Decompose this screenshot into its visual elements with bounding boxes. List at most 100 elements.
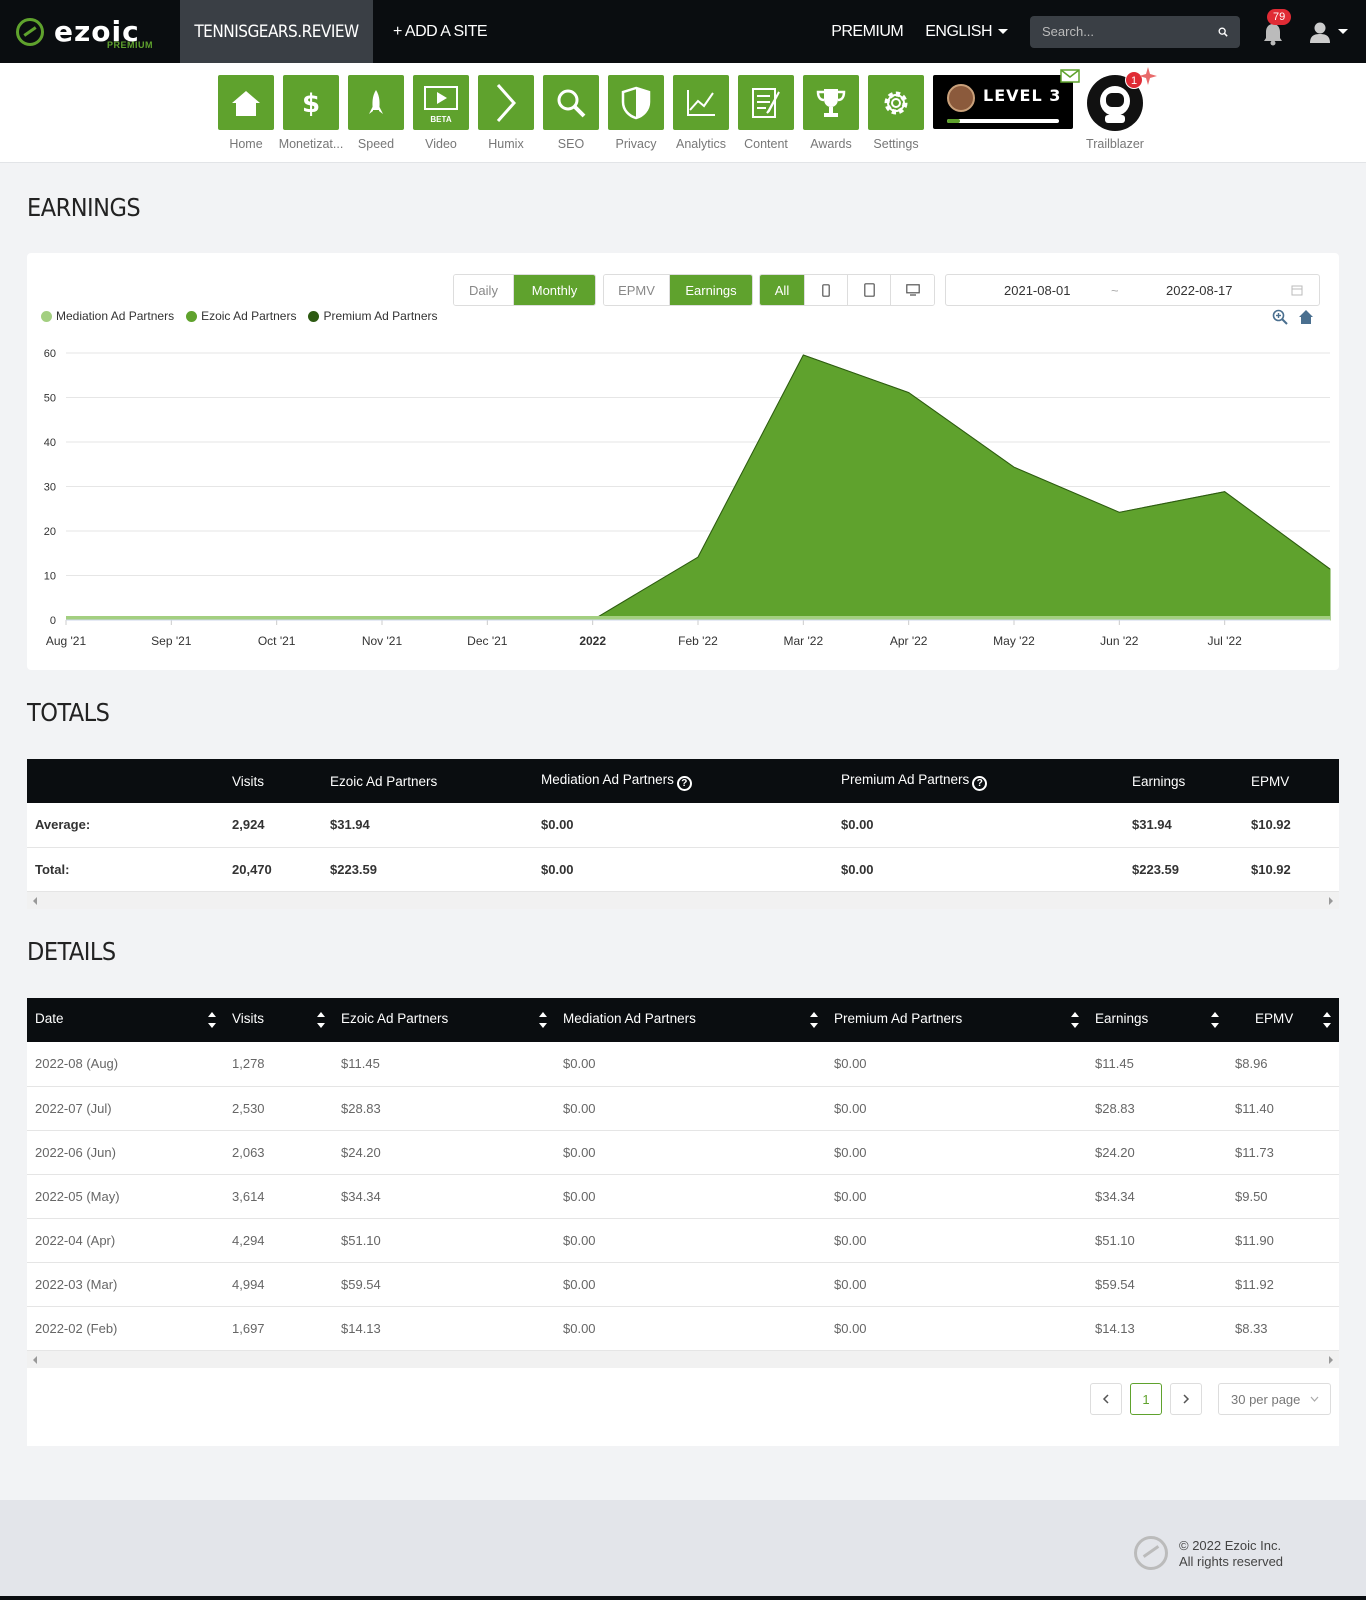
mail-icon[interactable] <box>1060 69 1080 83</box>
nav-humix[interactable]: Humix <box>478 75 534 151</box>
help-icon[interactable]: ? <box>676 775 692 791</box>
table-cell: $11.45 <box>1087 1042 1227 1087</box>
help-icon[interactable]: ? <box>972 775 988 791</box>
nav-video[interactable]: BETA Video <box>413 75 469 151</box>
sparkle-icon <box>1139 67 1157 85</box>
table-row: Average: 2,924 $31.94 $0.00 $0.00 $31.94… <box>27 803 1339 848</box>
device-all-button[interactable]: All <box>760 275 805 305</box>
sort-icon[interactable] <box>1211 1011 1219 1029</box>
horizontal-scrollbar[interactable] <box>27 891 1339 909</box>
table-cell: $0.00 <box>555 1130 826 1175</box>
x-tick-label: Oct '21 <box>258 634 296 648</box>
sort-icon[interactable] <box>539 1011 547 1029</box>
daily-button[interactable]: Daily <box>454 275 514 305</box>
column-header-ezoic[interactable]: Ezoic Ad Partners <box>333 998 555 1042</box>
nav-monetization[interactable]: $ Monetizat... <box>279 75 343 151</box>
table-cell: 2022-02 (Feb) <box>27 1306 224 1351</box>
table-cell: 2022-07 (Jul) <box>27 1086 224 1131</box>
sort-icon[interactable] <box>1323 1011 1331 1029</box>
search-input[interactable] <box>1042 24 1218 39</box>
nav-label: Speed <box>357 137 395 151</box>
epmv-button[interactable]: EPMV <box>604 275 670 305</box>
nav-privacy[interactable]: Privacy <box>608 75 664 151</box>
sort-icon[interactable] <box>317 1011 325 1029</box>
legend-item-premium[interactable]: Premium Ad Partners <box>308 309 438 323</box>
legend-item-mediation[interactable]: Mediation Ad Partners <box>41 309 174 323</box>
column-header-earnings[interactable]: Earnings <box>1087 998 1227 1042</box>
search-icon[interactable] <box>1218 26 1228 38</box>
header-label: Premium Ad Partners <box>841 771 970 787</box>
column-header-visits[interactable]: Visits <box>224 998 333 1042</box>
table-cell: $24.20 <box>333 1130 555 1175</box>
premium-link[interactable]: PREMIUM <box>831 22 904 40</box>
site-selector[interactable]: TENNISGEARS.REVIEW <box>180 0 373 63</box>
table-row: 2022-02 (Feb) 1,697 $14.13 $0.00 $0.00 $14.13… <box>27 1306 1339 1351</box>
nav-settings[interactable]: Settings <box>868 75 924 151</box>
scroll-left-icon[interactable] <box>33 896 37 905</box>
column-header-premium[interactable]: Premium Ad Partners <box>826 998 1087 1042</box>
x-tick-label: Dec '21 <box>467 634 508 648</box>
add-site-link[interactable]: + ADD A SITE <box>393 22 488 40</box>
totals-header-premium: Premium Ad Partners? <box>833 759 1124 803</box>
table-cell: 3,614 <box>224 1174 333 1219</box>
scroll-right-icon[interactable] <box>1329 896 1333 905</box>
nav-speed[interactable]: Speed <box>348 75 404 151</box>
end-date: 2022-08-17 <box>1166 282 1233 298</box>
zoom-in-icon[interactable] <box>1272 309 1288 325</box>
sort-icon[interactable] <box>810 1011 818 1029</box>
monthly-button[interactable]: Monthly <box>514 275 595 305</box>
horizontal-scrollbar[interactable] <box>27 1350 1339 1368</box>
table-row: 2022-04 (Apr) 4,294 $51.10 $0.00 $0.00 $51.10… <box>27 1218 1339 1263</box>
table-cell: $0.00 <box>555 1306 826 1351</box>
metric-toggle: EPMV Earnings <box>603 274 753 306</box>
level-progress-fill <box>947 119 961 123</box>
table-cell: $34.34 <box>1087 1174 1227 1219</box>
device-desktop-button[interactable] <box>891 275 934 305</box>
nav-content[interactable]: Content <box>738 75 794 151</box>
nav-label: Awards <box>810 137 852 151</box>
prev-page-button[interactable] <box>1090 1383 1122 1415</box>
language-dropdown[interactable]: ENGLISH <box>925 23 1008 41</box>
device-mobile-button[interactable] <box>805 275 848 305</box>
next-page-button[interactable] <box>1170 1383 1202 1415</box>
column-header-epmv[interactable]: EPMV <box>1227 998 1339 1042</box>
trailblazer-button[interactable]: 1 Trailblazer <box>1085 67 1157 151</box>
earnings-button[interactable]: Earnings <box>670 275 752 305</box>
totals-header-ezoic: Ezoic Ad Partners <box>322 759 533 803</box>
totals-header-visits: Visits <box>224 759 322 803</box>
svg-text:$: $ <box>302 89 320 118</box>
column-header-mediation[interactable]: Mediation Ad Partners <box>555 998 826 1042</box>
totals-heading: TOTALS <box>27 698 110 727</box>
header-label: Mediation Ad Partners <box>563 1011 696 1026</box>
table-cell: $9.50 <box>1227 1174 1339 1219</box>
scroll-right-icon[interactable] <box>1329 1355 1333 1364</box>
sort-icon[interactable] <box>208 1011 216 1029</box>
nav-analytics[interactable]: Analytics <box>673 75 729 151</box>
user-menu[interactable] <box>1308 21 1348 43</box>
reset-zoom-home-icon[interactable] <box>1298 309 1314 325</box>
nav-home[interactable]: Home <box>218 75 274 151</box>
table-cell: 2,530 <box>224 1086 333 1131</box>
header-label: Mediation Ad Partners <box>541 771 674 787</box>
sort-icon[interactable] <box>1071 1011 1079 1029</box>
totals-header-label <box>27 759 224 803</box>
per-page-select[interactable]: 30 per page <box>1218 1383 1331 1415</box>
per-page-label: 30 per page <box>1231 1391 1301 1407</box>
date-range-picker[interactable]: 2021-08-01 ~ 2022-08-17 <box>945 274 1320 306</box>
scroll-left-icon[interactable] <box>33 1355 37 1364</box>
ezoic-logo[interactable]: ezoic PREMIUM <box>0 0 180 63</box>
table-cell: $31.94 <box>322 803 533 848</box>
nav-seo[interactable]: SEO <box>543 75 599 151</box>
column-header-date[interactable]: Date <box>27 998 224 1042</box>
legend-item-ezoic[interactable]: Ezoic Ad Partners <box>186 309 296 323</box>
level-badge[interactable]: LEVEL 3 <box>933 75 1073 129</box>
table-cell: $0.00 <box>555 1262 826 1307</box>
table-cell: $11.40 <box>1227 1086 1339 1131</box>
page-button[interactable]: 1 <box>1130 1383 1162 1415</box>
table-cell: 2,924 <box>224 803 322 848</box>
notifications-button[interactable]: 79 <box>1262 8 1292 46</box>
level-progress-bar <box>947 119 1059 123</box>
search-box <box>1030 15 1240 48</box>
nav-awards[interactable]: Awards <box>803 75 859 151</box>
device-tablet-button[interactable] <box>848 275 891 305</box>
